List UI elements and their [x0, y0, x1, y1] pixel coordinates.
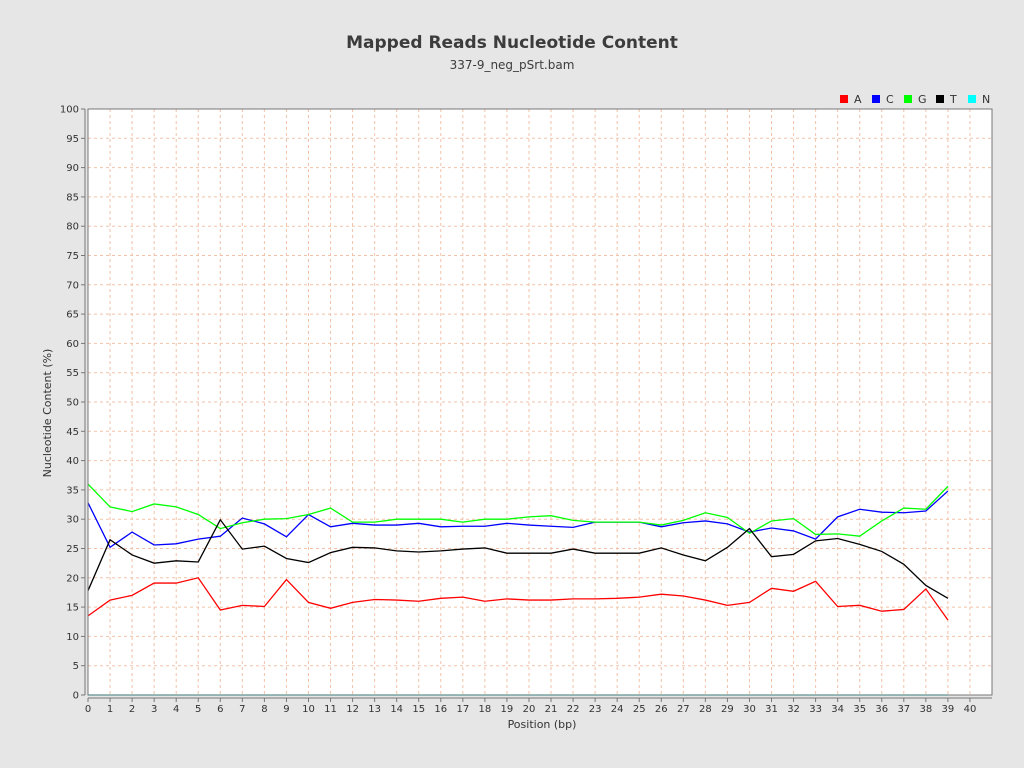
y-tick-label: 15 — [66, 603, 79, 614]
x-tick-label: 23 — [589, 704, 602, 715]
y-tick-label: 45 — [66, 427, 79, 438]
y-tick-label: 30 — [66, 515, 79, 526]
y-tick-label: 5 — [73, 661, 79, 672]
series-line-a — [87, 577, 949, 621]
x-tick-label: 28 — [699, 704, 712, 715]
x-tick-label: 40 — [964, 704, 977, 715]
x-tick-label: 3 — [151, 704, 157, 715]
x-tick-label: 34 — [831, 704, 844, 715]
x-tick-label: 37 — [897, 704, 910, 715]
y-tick-label: 55 — [66, 368, 79, 379]
x-tick-label: 20 — [523, 704, 536, 715]
plot-frame — [87, 108, 993, 696]
x-tick-label: 8 — [261, 704, 267, 715]
legend-swatch-t — [936, 95, 944, 103]
x-tick-label: 35 — [853, 704, 866, 715]
legend-label-a: A — [854, 93, 862, 106]
x-tick-label: 29 — [721, 704, 734, 715]
x-tick-label: 9 — [283, 704, 289, 715]
x-tick-label: 39 — [942, 704, 955, 715]
y-tick-label: 60 — [66, 339, 79, 350]
x-tick-label: 32 — [787, 704, 800, 715]
legend-swatch-n — [968, 95, 976, 103]
legend-label-g: G — [918, 93, 927, 106]
y-tick-label: 85 — [66, 192, 79, 203]
y-tick-label: 80 — [66, 222, 79, 233]
series-lines — [87, 483, 949, 696]
x-tick-label: 38 — [919, 704, 932, 715]
x-tick-label: 33 — [809, 704, 822, 715]
y-tick-label: 0 — [73, 691, 79, 702]
legend-label-t: T — [949, 93, 957, 106]
series-line-g — [87, 483, 949, 537]
x-tick-label: 15 — [412, 704, 425, 715]
x-tick-label: 10 — [302, 704, 315, 715]
x-tick-label: 31 — [765, 704, 778, 715]
x-axis-label: Position (bp) — [508, 718, 577, 731]
x-tick-label: 19 — [501, 704, 514, 715]
legend-swatch-g — [904, 95, 912, 103]
x-tick-label: 25 — [633, 704, 646, 715]
x-tick-label: 11 — [324, 704, 337, 715]
x-tick-label: 27 — [677, 704, 690, 715]
x-tick-label: 5 — [195, 704, 201, 715]
y-tick-label: 50 — [66, 398, 79, 409]
x-tick-label: 16 — [434, 704, 447, 715]
legend-swatch-c — [872, 95, 880, 103]
legend-label-c: C — [886, 93, 894, 106]
x-tick-label: 26 — [655, 704, 668, 715]
x-tick-label: 21 — [545, 704, 558, 715]
y-tick-label: 20 — [66, 573, 79, 584]
series-line-c — [87, 490, 949, 549]
x-tick-label: 18 — [479, 704, 492, 715]
x-tick-label: 7 — [239, 704, 245, 715]
x-tick-label: 22 — [567, 704, 580, 715]
x-tick-label: 1 — [107, 704, 113, 715]
x-tick-label: 0 — [85, 704, 91, 715]
x-tick-label: 4 — [173, 704, 179, 715]
x-tick-label: 13 — [368, 704, 381, 715]
x-tick-label: 2 — [129, 704, 135, 715]
y-tick-label: 65 — [66, 310, 79, 321]
y-tick-label: 100 — [60, 105, 79, 116]
y-tick-label: 95 — [66, 134, 79, 145]
legend-swatch-a — [840, 95, 848, 103]
x-tick-label: 12 — [346, 704, 359, 715]
y-tick-label: 40 — [66, 456, 79, 467]
x-tick-label: 14 — [390, 704, 403, 715]
legend-label-n: N — [982, 93, 990, 106]
y-tick-label: 75 — [66, 251, 79, 262]
y-tick-label: 25 — [66, 544, 79, 555]
y-tick-label: 35 — [66, 485, 79, 496]
chart-subtitle: 337-9_neg_pSrt.bam — [450, 58, 575, 72]
x-tick-labels: 0 1 2 3 4 5 6 7 8 9 10 11 12 13 14 15 16 17 18 19 20 21 22 23 24… — [85, 698, 977, 715]
x-tick-label: 36 — [875, 704, 888, 715]
x-tick-label: 17 — [456, 704, 469, 715]
y-axis-label: Nucleotide Content (%) — [41, 349, 54, 478]
chart-title: Mapped Reads Nucleotide Content — [346, 33, 678, 53]
series-line-t — [87, 518, 949, 599]
y-tick-label: 90 — [66, 163, 79, 174]
x-tick-label: 24 — [611, 704, 624, 715]
x-tick-label: 6 — [217, 704, 223, 715]
x-tick-label: 30 — [743, 704, 756, 715]
y-tick-label: 70 — [66, 280, 79, 291]
y-tick-labels: 0 5 10 15 20 25 30 35 40 45 50 55 60 65 70 75 80 85 90 95 10… — [60, 105, 85, 702]
y-tick-label: 10 — [66, 632, 79, 643]
